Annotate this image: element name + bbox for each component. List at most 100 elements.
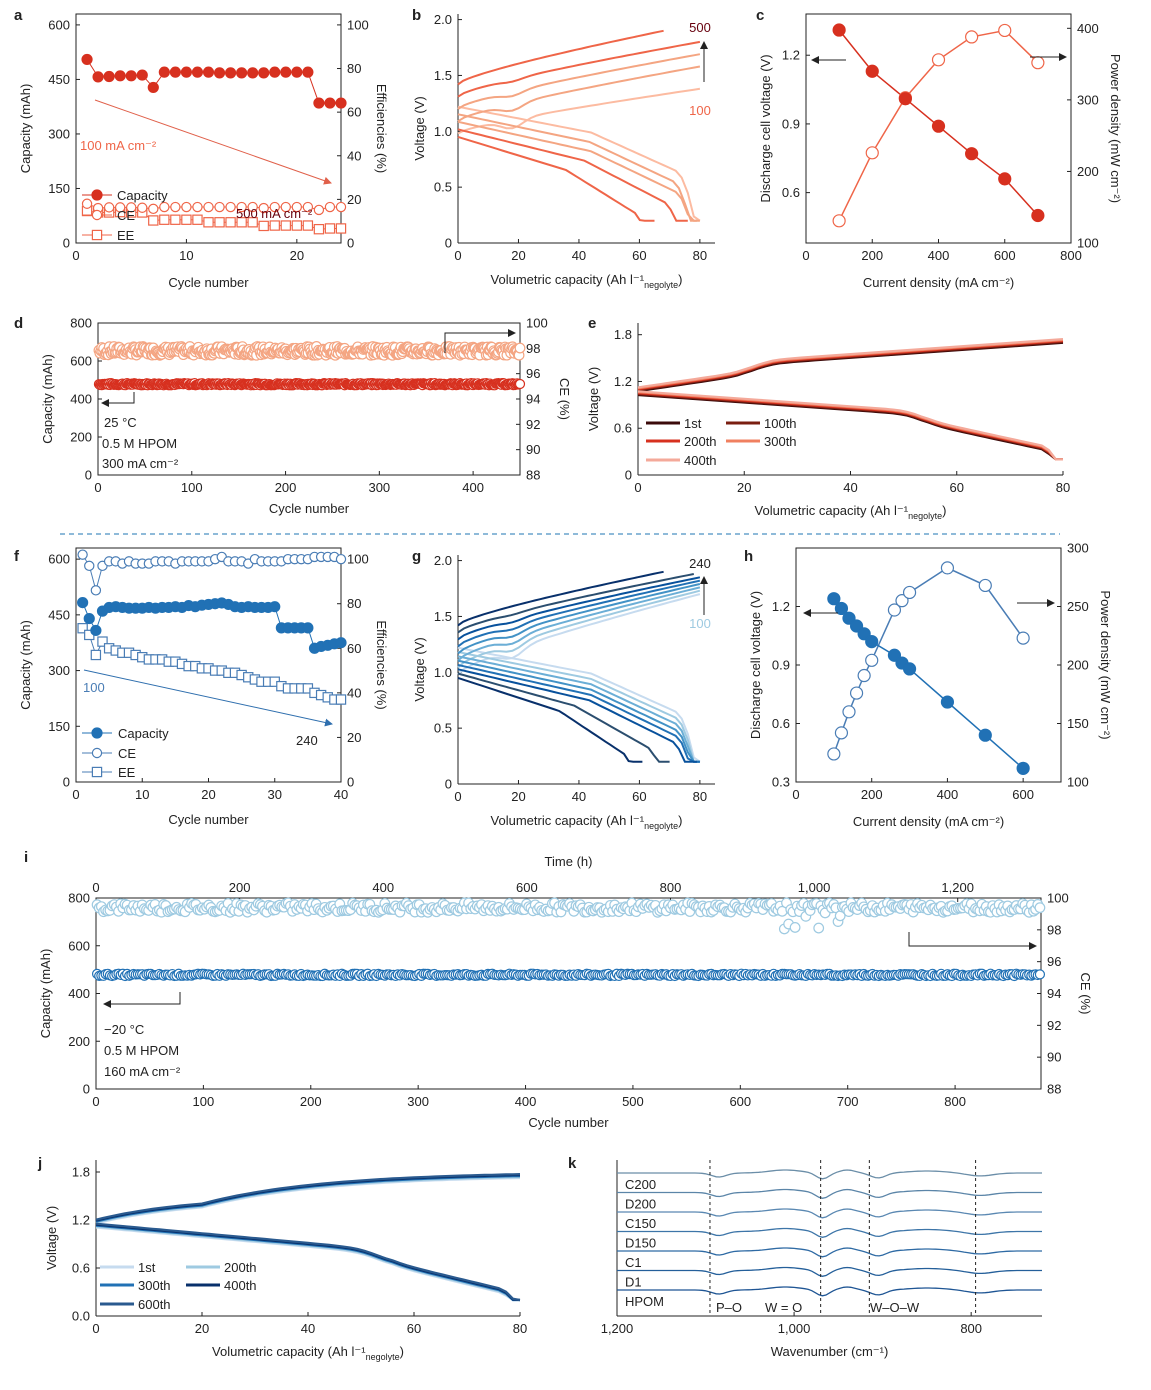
x-tick-label: 20 (511, 789, 525, 804)
legend-label: 200th (224, 1260, 257, 1275)
y-tick-label: 100 (526, 316, 548, 331)
y-axis-label: Voltage (V) (412, 96, 427, 160)
y-tick-label: 0.0 (72, 1309, 90, 1324)
charge-curve (95, 1175, 521, 1223)
annotation: 25 °C (104, 415, 137, 430)
data-point (81, 53, 93, 66)
annotation: 0.5 M HPOM (104, 1043, 179, 1058)
x-axis-label: Volumetric capacity (Ah l⁻¹negolyte) (755, 503, 947, 521)
spectrum-line (617, 1266, 1042, 1277)
x-tick-label: 80 (513, 1321, 527, 1336)
y-tick-label: 0 (63, 236, 70, 251)
data-point (302, 66, 314, 78)
data-point (324, 201, 336, 213)
data-point (849, 619, 864, 633)
data-point (832, 214, 846, 228)
x2-tick-label: 0 (92, 880, 99, 895)
x-tick-label: 40 (301, 1321, 315, 1336)
series-line (833, 567, 1024, 755)
x-axis-label-sub: negolyte (366, 1352, 400, 1362)
y-tick-label: 200 (1067, 658, 1089, 673)
data-point (335, 201, 347, 213)
data-point (1031, 56, 1045, 70)
data-point (324, 97, 336, 109)
x-tick-label: 0 (792, 787, 799, 802)
y-tick-label: 1.2 (614, 374, 632, 389)
legend-label: 400th (684, 453, 717, 468)
y-tick-label: 0 (625, 468, 632, 483)
y-axis-label: Capacity (mAh) (18, 84, 33, 174)
legend-marker (91, 727, 103, 739)
y-tick-label: 80 (347, 596, 361, 611)
x-tick-label: 0 (94, 480, 101, 495)
capacity-point (514, 378, 526, 390)
x-tick-label: 400 (462, 480, 484, 495)
legend-label: 400th (224, 1278, 257, 1293)
y-tick-label: 100 (1077, 236, 1099, 251)
data-point (291, 220, 303, 231)
data-point (302, 220, 314, 231)
panel-letter-c: c (756, 7, 764, 24)
y-tick-label: 0 (85, 468, 92, 483)
data-point (203, 201, 214, 213)
annotation: W = O (765, 1300, 802, 1315)
x-tick-label: 40 (334, 787, 348, 802)
panel-letter: a (14, 7, 23, 24)
y-tick-label: 300 (1077, 92, 1099, 107)
x-axis-label: Cycle number (269, 501, 350, 516)
data-point (280, 220, 291, 231)
data-point (213, 67, 226, 79)
spectrum-line (617, 1188, 1042, 1199)
y-tick-label: 100 (1047, 891, 1069, 906)
x-tick-label: 80 (693, 248, 707, 263)
y-tick-label: 40 (347, 148, 361, 163)
x-tick-label: 300 (368, 480, 390, 495)
x-tick-label: 800 (960, 1321, 982, 1336)
annotation: P–O (716, 1300, 742, 1315)
data-point (180, 66, 193, 78)
x-axis-label: Cycle number (168, 812, 249, 827)
y-axis-label: Discharge cell voltage (V) (758, 54, 773, 202)
y-tick-label: 0.9 (772, 658, 790, 673)
legend-marker (91, 189, 103, 201)
x-tick-label: 20 (290, 248, 304, 263)
legend-label: EE (118, 765, 136, 780)
y-tick-label: 250 (1067, 599, 1089, 614)
spectrum-label: HPOM (625, 1294, 664, 1309)
trend-arrow (94, 99, 332, 185)
y-tick-label: 0.3 (772, 775, 790, 790)
data-point (247, 217, 258, 228)
panel-letter: c (756, 7, 764, 24)
data-point (280, 66, 292, 78)
y-axis-label: Discharge cell voltage (V) (748, 591, 763, 739)
data-point (192, 214, 203, 225)
x-axis-label-main: Volumetric capacity (Ah l⁻¹ (491, 813, 645, 828)
charge-curve (457, 576, 701, 641)
charge-curve (457, 65, 701, 123)
y-tick-label: 0 (347, 775, 354, 790)
data-point (148, 215, 159, 226)
x-tick-label: 0 (92, 1321, 99, 1336)
data-point (965, 30, 979, 44)
data-point (887, 648, 902, 662)
y-tick-label: 20 (347, 192, 361, 207)
x-tick-label: 1,000 (778, 1321, 811, 1336)
y-tick-label: 600 (70, 354, 92, 369)
discharge-curve (637, 391, 1063, 461)
y-tick-label: 200 (1077, 164, 1099, 179)
data-point (291, 201, 303, 213)
y-tick-label: 1.0 (434, 665, 452, 680)
y-tick-label: 1.8 (72, 1165, 90, 1180)
x-tick-label: 60 (407, 1321, 421, 1336)
panel-letter: g (412, 548, 421, 565)
legend-label: 200th (684, 434, 717, 449)
data-point (313, 223, 325, 235)
y-tick-label: 300 (1067, 541, 1089, 556)
data-point (1031, 208, 1045, 223)
y-tick-label: 1.5 (434, 609, 452, 624)
y-tick-label: 800 (68, 891, 90, 906)
data-point (940, 561, 955, 575)
y-tick-label: 2.0 (434, 553, 452, 568)
x-tick-label: 0 (72, 248, 79, 263)
annotation: 300 mA cm⁻² (102, 456, 179, 471)
